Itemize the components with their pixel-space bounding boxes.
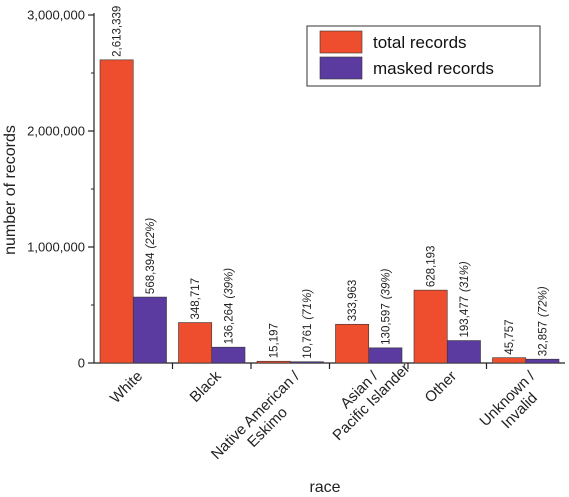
bar-masked: [289, 361, 324, 364]
data-label: 2,613,339: [112, 6, 124, 57]
bar-masked: [446, 340, 481, 364]
bar-masked: [368, 347, 403, 364]
data-label: 130,597(39%): [380, 268, 392, 344]
category-label: Black: [187, 367, 225, 405]
y-axis: 0 1,000,000 2,000,000 3,000,000: [27, 8, 95, 371]
data-label: 32,857(72%): [537, 286, 549, 356]
y-tick-label: 3,000,000: [27, 8, 85, 23]
data-label: 45,757: [504, 320, 516, 355]
x-axis-title: race: [309, 479, 340, 496]
bar-masked: [132, 296, 167, 364]
bar-masked: [525, 358, 560, 364]
y-axis-title: number of records: [2, 125, 19, 255]
legend-swatch: [319, 56, 363, 80]
data-label: 568,394(22%): [145, 218, 157, 294]
data-labels: 2,613,339 568,394(22%) 348,717 136,264(39%)…: [112, 6, 550, 359]
data-label: 628,193: [426, 246, 438, 288]
legend-swatch: [319, 30, 363, 54]
legend-label: total records: [373, 33, 467, 52]
y-tick-label: 2,000,000: [27, 124, 85, 139]
data-label: 136,264(39%): [223, 268, 235, 344]
bar-total: [99, 59, 134, 364]
category-label: Unknown /Invalid: [476, 367, 551, 442]
bars: [99, 59, 560, 364]
bar-total: [413, 289, 448, 364]
data-label: 193,477(31%): [459, 261, 471, 337]
bar-total: [335, 323, 370, 364]
legend-label: masked records: [373, 59, 494, 78]
y-tick-label: 1,000,000: [27, 240, 85, 255]
bar-total: [256, 360, 291, 364]
bar-total: [492, 357, 527, 364]
data-label: 348,717: [190, 278, 202, 320]
category-label: Native American /Eskimo: [208, 367, 316, 475]
data-label: 333,963: [347, 280, 359, 322]
legend: total records masked records: [306, 25, 541, 87]
category-label: White: [107, 368, 146, 407]
bar-masked: [211, 346, 246, 364]
bar-total: [178, 322, 213, 364]
y-tick-label: 0: [78, 356, 85, 371]
category-label: Other: [422, 368, 461, 407]
data-label: 10,761(71%): [302, 289, 314, 359]
data-label: 15,197: [269, 323, 281, 358]
